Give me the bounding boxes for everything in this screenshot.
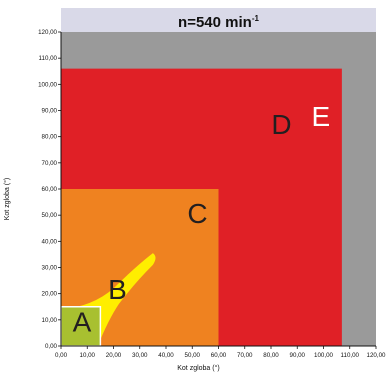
x-tick-label: 50,00 bbox=[185, 352, 201, 359]
y-tick-label: 80,00 bbox=[42, 134, 58, 141]
zone-label-e: E bbox=[312, 101, 331, 132]
x-tick-label: 30,00 bbox=[132, 352, 148, 359]
x-tick-label: 40,00 bbox=[158, 352, 174, 359]
x-tick-label: 20,00 bbox=[106, 352, 122, 359]
chart-title: n=540 min-1 bbox=[178, 14, 259, 31]
y-tick-label: 40,00 bbox=[42, 238, 58, 245]
y-tick-label: 50,00 bbox=[42, 212, 58, 219]
x-tick-label: 90,00 bbox=[290, 352, 306, 359]
y-tick-label: 70,00 bbox=[42, 160, 58, 167]
zone-label-d: D bbox=[271, 109, 291, 140]
y-tick-label: 120,00 bbox=[38, 29, 57, 36]
y-tick-label: 100,00 bbox=[38, 81, 57, 88]
title-main: n=540 min bbox=[178, 14, 252, 31]
x-tick-label: 80,00 bbox=[263, 352, 279, 359]
zones-layer: ED C BA bbox=[60, 32, 376, 347]
y-tick-label: 90,00 bbox=[42, 108, 58, 115]
zone-label-c: C bbox=[187, 198, 207, 229]
y-tick-label: 60,00 bbox=[42, 186, 58, 193]
y-tick-label: 20,00 bbox=[42, 291, 58, 298]
x-axis-label: Kot zgloba (°) bbox=[177, 364, 220, 372]
x-tick-label: 70,00 bbox=[237, 352, 253, 359]
zone-label-a: A bbox=[73, 307, 92, 338]
x-tick-label: 120,00 bbox=[367, 352, 386, 359]
y-tick-label: 10,00 bbox=[42, 317, 58, 324]
zone-label-b: B bbox=[108, 274, 127, 305]
x-tick-label: 0,00 bbox=[55, 352, 68, 359]
axes-layer: 0,00 10,00 20,00 30,00 40,00 50,00 60,00 70,00 8… bbox=[38, 29, 386, 359]
y-tick-label: 30,00 bbox=[42, 265, 58, 272]
title-superscript: -1 bbox=[252, 14, 260, 23]
x-tick-label: 100,00 bbox=[314, 352, 333, 359]
y-tick-label: 110,00 bbox=[39, 55, 58, 62]
title-background bbox=[61, 8, 376, 32]
y-axis-label: Kot zgloba (°) bbox=[3, 178, 11, 221]
y-tick-label: 0,00 bbox=[45, 343, 58, 350]
x-tick-label: 110,00 bbox=[341, 352, 360, 359]
zone-a-area bbox=[61, 306, 101, 346]
x-tick-label: 10,00 bbox=[80, 352, 96, 359]
x-tick-label: 60,00 bbox=[211, 352, 227, 359]
